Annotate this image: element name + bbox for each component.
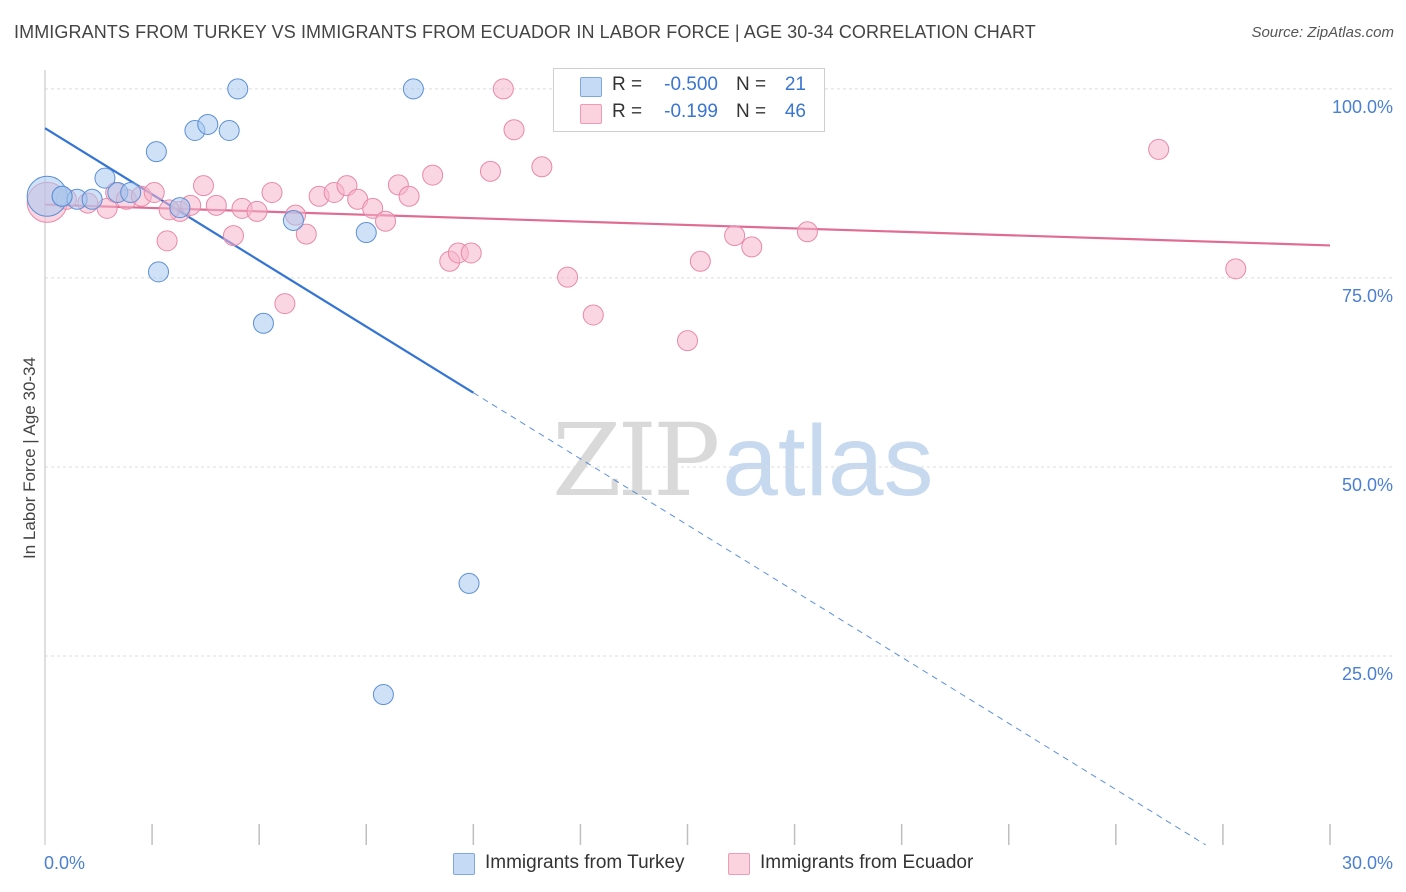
data-point	[503, 119, 525, 141]
data-point	[375, 210, 397, 232]
data-point	[355, 222, 377, 244]
legend-swatch-turkey	[580, 77, 602, 97]
data-point	[197, 113, 219, 135]
data-point	[156, 230, 178, 252]
data-point	[741, 236, 763, 258]
data-point	[227, 78, 249, 100]
data-point	[372, 684, 394, 706]
data-point	[205, 194, 227, 216]
data-point	[120, 181, 142, 203]
x-tick-label: 0.0%	[44, 853, 85, 873]
data-point	[689, 250, 711, 272]
data-point	[252, 312, 274, 334]
data-point	[282, 209, 304, 231]
data-point	[94, 167, 116, 189]
y-tick-label: 100.0%	[1332, 97, 1393, 117]
data-point	[274, 293, 296, 315]
watermark-atlas: atlas	[722, 405, 934, 517]
data-point	[479, 160, 501, 182]
bottom-legend-label-turkey: Immigrants from Turkey	[485, 852, 685, 873]
data-point	[582, 304, 604, 326]
data-point	[531, 156, 553, 178]
data-point	[295, 223, 317, 245]
ticks-layer: 25.0% 50.0% 75.0% 100.0% 0.0% 30.0%	[44, 97, 1393, 873]
data-point	[458, 572, 480, 594]
points-layer	[26, 78, 1247, 706]
legend-r-value-turkey: -0.500	[664, 74, 718, 95]
data-point	[192, 175, 214, 197]
watermark-zip: ZIP	[552, 402, 720, 519]
correlation-legend: R = -0.500 N = 21 R = -0.199 N = 46	[553, 68, 825, 132]
grid-layer	[45, 88, 1392, 657]
legend-n-label: N =	[736, 101, 767, 122]
data-point	[422, 164, 444, 186]
data-point	[1225, 258, 1247, 280]
data-point	[362, 197, 384, 219]
legend-swatch-ecuador	[580, 104, 602, 124]
y-tick-label: 50.0%	[1342, 475, 1393, 495]
data-point	[557, 266, 579, 288]
chart-title: IMMIGRANTS FROM TURKEY VS IMMIGRANTS FRO…	[14, 22, 1036, 42]
x-tick-label: 30.0%	[1342, 853, 1393, 873]
data-point	[460, 242, 482, 264]
trend-line	[44, 127, 474, 394]
data-point	[145, 141, 167, 163]
legend-r-label: R =	[612, 101, 643, 122]
legend-n-label: N =	[736, 74, 767, 95]
data-point	[148, 261, 170, 283]
data-point	[261, 181, 283, 203]
data-point	[81, 188, 103, 210]
legend-n-value-ecuador: 46	[784, 101, 806, 122]
y-tick-label: 75.0%	[1342, 286, 1393, 306]
legend-n-value-turkey: 21	[784, 74, 806, 95]
bottom-legend-label-ecuador: Immigrants from Ecuador	[760, 852, 974, 873]
bottom-legend-swatch-turkey	[453, 853, 475, 875]
data-point	[222, 225, 244, 247]
source-label: Source: ZipAtlas.com	[1251, 24, 1394, 41]
legend-r-label: R =	[612, 74, 643, 95]
data-point	[398, 185, 420, 207]
data-point	[1148, 138, 1170, 160]
bottom-legend-swatch-ecuador	[728, 853, 750, 875]
data-point	[724, 225, 746, 247]
data-point	[218, 119, 240, 141]
data-point	[246, 200, 268, 222]
watermark: ZIPatlas	[552, 402, 934, 519]
data-point	[492, 78, 514, 100]
data-point	[796, 221, 818, 243]
data-point	[169, 197, 191, 219]
data-point	[143, 181, 165, 203]
data-point	[51, 185, 73, 207]
legend-r-value-ecuador: -0.199	[664, 101, 718, 122]
axes-layer	[44, 70, 1331, 845]
y-tick-label: 25.0%	[1342, 664, 1393, 684]
data-point	[677, 330, 698, 352]
data-point	[402, 78, 424, 100]
trend-line-extrapolated	[473, 392, 1207, 846]
